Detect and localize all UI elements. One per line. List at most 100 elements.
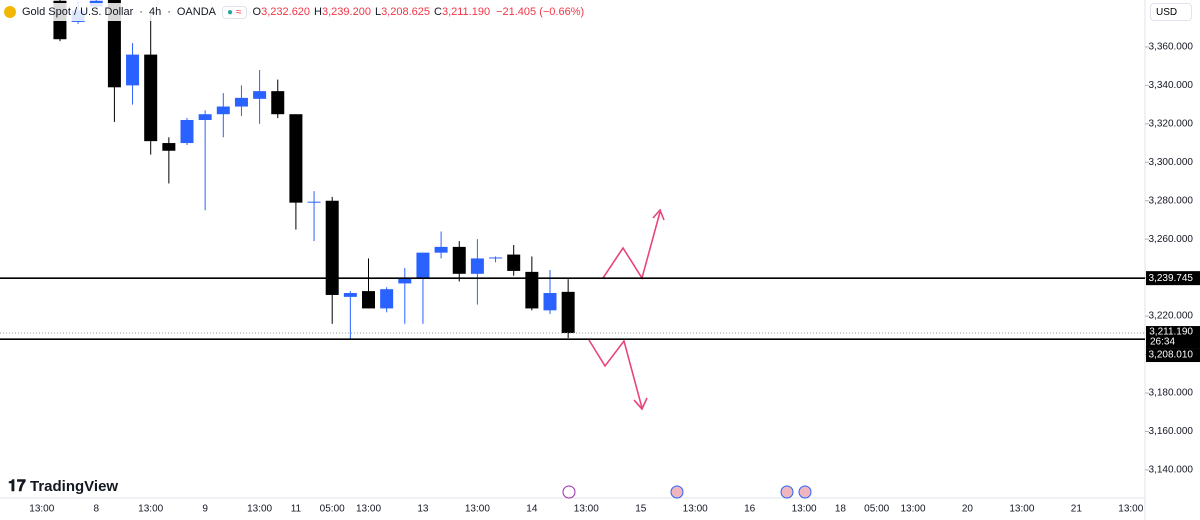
y-tick-label: 3,260.000 bbox=[1149, 234, 1194, 245]
candle-body bbox=[198, 114, 212, 120]
candle-body bbox=[434, 246, 448, 253]
candle-body bbox=[234, 97, 248, 107]
candle-body bbox=[307, 201, 321, 203]
ohlc-key: H bbox=[314, 6, 322, 18]
x-tick-label: 20 bbox=[962, 504, 974, 515]
status-dot: ● bbox=[227, 6, 234, 18]
ohlc-key: L bbox=[374, 6, 382, 18]
y-tick-label: 3,360.000 bbox=[1149, 42, 1194, 53]
y-tick-label: 3,220.000 bbox=[1149, 311, 1194, 322]
price-tag-label: 3,239.745 bbox=[1149, 273, 1194, 284]
x-tick-label: 13:00 bbox=[465, 504, 490, 515]
up-arrow bbox=[602, 211, 661, 280]
x-tick-label: 13:00 bbox=[683, 504, 708, 515]
status-sign: ≈ bbox=[236, 6, 242, 18]
x-tick-label: 13:00 bbox=[138, 504, 163, 515]
x-tick-label: 13 bbox=[417, 504, 429, 515]
x-tick-label: 13:00 bbox=[900, 504, 925, 515]
candle-body bbox=[489, 257, 503, 259]
last-price-label: 3,211.190 bbox=[1149, 327, 1193, 338]
ohlc-value: 3,239.200 bbox=[322, 6, 371, 18]
x-tick-label: 13:00 bbox=[356, 504, 381, 515]
candle-body bbox=[398, 277, 412, 284]
candle-body bbox=[380, 289, 394, 309]
event-icon bbox=[798, 485, 812, 499]
candle-body bbox=[525, 271, 539, 309]
ohlc-item: L3,208.625 bbox=[375, 6, 430, 18]
currency-button[interactable]: USD bbox=[1150, 3, 1192, 21]
countdown: 26:34 bbox=[1150, 337, 1175, 348]
candle-body bbox=[289, 114, 303, 203]
ohlc-value: 3,211.190 bbox=[441, 6, 491, 18]
candle-body bbox=[561, 291, 575, 334]
candle-body bbox=[216, 106, 230, 115]
interval[interactable]: 4h bbox=[148, 6, 162, 18]
ohlc-key: C bbox=[434, 6, 442, 18]
x-tick-label: 13:00 bbox=[792, 504, 817, 515]
symbol-icon bbox=[4, 6, 16, 18]
ohlc-value: 3,232.620 bbox=[261, 6, 311, 18]
header: Gold Spot / U.S. Dollar · 4h · OANDA ● ≈ O3… bbox=[4, 3, 589, 21]
y-tick-label: 3,140.000 bbox=[1149, 465, 1194, 476]
ohlc-item: O3,232.620 bbox=[253, 6, 311, 18]
candle-body bbox=[362, 291, 375, 309]
candle-body bbox=[343, 293, 357, 297]
x-tick-label: 13:00 bbox=[29, 504, 54, 515]
x-tick-label: 21 bbox=[1071, 504, 1083, 515]
x-tick-label: 11 bbox=[291, 504, 302, 515]
x-tick-label: 16 bbox=[744, 504, 756, 515]
event-icon bbox=[562, 485, 576, 499]
ohlc-key: O bbox=[252, 6, 262, 18]
candle-body bbox=[271, 91, 285, 115]
candle-body bbox=[253, 91, 267, 99]
brand-logo-mark: 𝟏𝟕 bbox=[8, 478, 26, 495]
x-tick-label: 8 bbox=[93, 504, 99, 515]
up-arrowhead bbox=[652, 208, 665, 221]
x-tick-label: 13:00 bbox=[1009, 504, 1034, 515]
x-tick-label: 05:00 bbox=[864, 504, 889, 515]
y-tick-label: 3,180.000 bbox=[1149, 388, 1194, 399]
status-badge: ● ≈ bbox=[222, 5, 247, 19]
candle-body bbox=[325, 200, 339, 295]
ohlc: O3,232.620 H3,239.200 L3,208.625 C3,211.190 bbox=[253, 6, 491, 18]
candle-body bbox=[126, 54, 140, 86]
y-tick-label: 3,340.000 bbox=[1149, 80, 1194, 91]
sep: · bbox=[139, 6, 143, 18]
price-tag-label: 3,208.010 bbox=[1149, 350, 1194, 361]
brand: TradingView bbox=[30, 478, 118, 495]
candle-body bbox=[470, 258, 484, 274]
x-tick-label: 05:00 bbox=[320, 504, 345, 515]
ohlc-item: H3,239.200 bbox=[314, 6, 371, 18]
candle-body bbox=[107, 0, 121, 88]
x-tick-label: 15 bbox=[635, 504, 647, 515]
candle-body bbox=[180, 119, 194, 144]
x-tick-label: 18 bbox=[835, 504, 847, 515]
sep: · bbox=[167, 6, 171, 18]
source: OANDA bbox=[176, 6, 216, 18]
event-icon bbox=[780, 485, 794, 499]
x-tick-label: 13:00 bbox=[1118, 504, 1143, 515]
down-arrow bbox=[588, 339, 643, 409]
y-tick-label: 3,300.000 bbox=[1149, 157, 1194, 168]
candle-body bbox=[452, 246, 466, 274]
symbol[interactable]: Gold Spot / U.S. Dollar bbox=[22, 6, 134, 18]
y-tick-label: 3,320.000 bbox=[1149, 118, 1194, 129]
down-arrowhead bbox=[633, 397, 648, 411]
x-tick-label: 14 bbox=[526, 504, 538, 515]
change: −21.405 (−0.66%) bbox=[496, 6, 585, 18]
candle-body bbox=[162, 143, 176, 151]
y-tick-label: 3,160.000 bbox=[1149, 426, 1194, 437]
candle-body bbox=[507, 254, 521, 271]
x-tick-label: 9 bbox=[202, 504, 208, 515]
event-icon bbox=[670, 485, 684, 499]
ohlc-item: C3,211.190 bbox=[434, 6, 490, 18]
ohlc-value: 3,208.625 bbox=[381, 6, 430, 18]
x-tick-label: 13:00 bbox=[247, 504, 272, 515]
candle-body bbox=[543, 293, 557, 311]
y-tick-label: 3,280.000 bbox=[1149, 195, 1194, 206]
event-icons bbox=[562, 485, 812, 499]
annotation-arrows bbox=[588, 208, 665, 411]
last-price-tag bbox=[1146, 326, 1200, 349]
